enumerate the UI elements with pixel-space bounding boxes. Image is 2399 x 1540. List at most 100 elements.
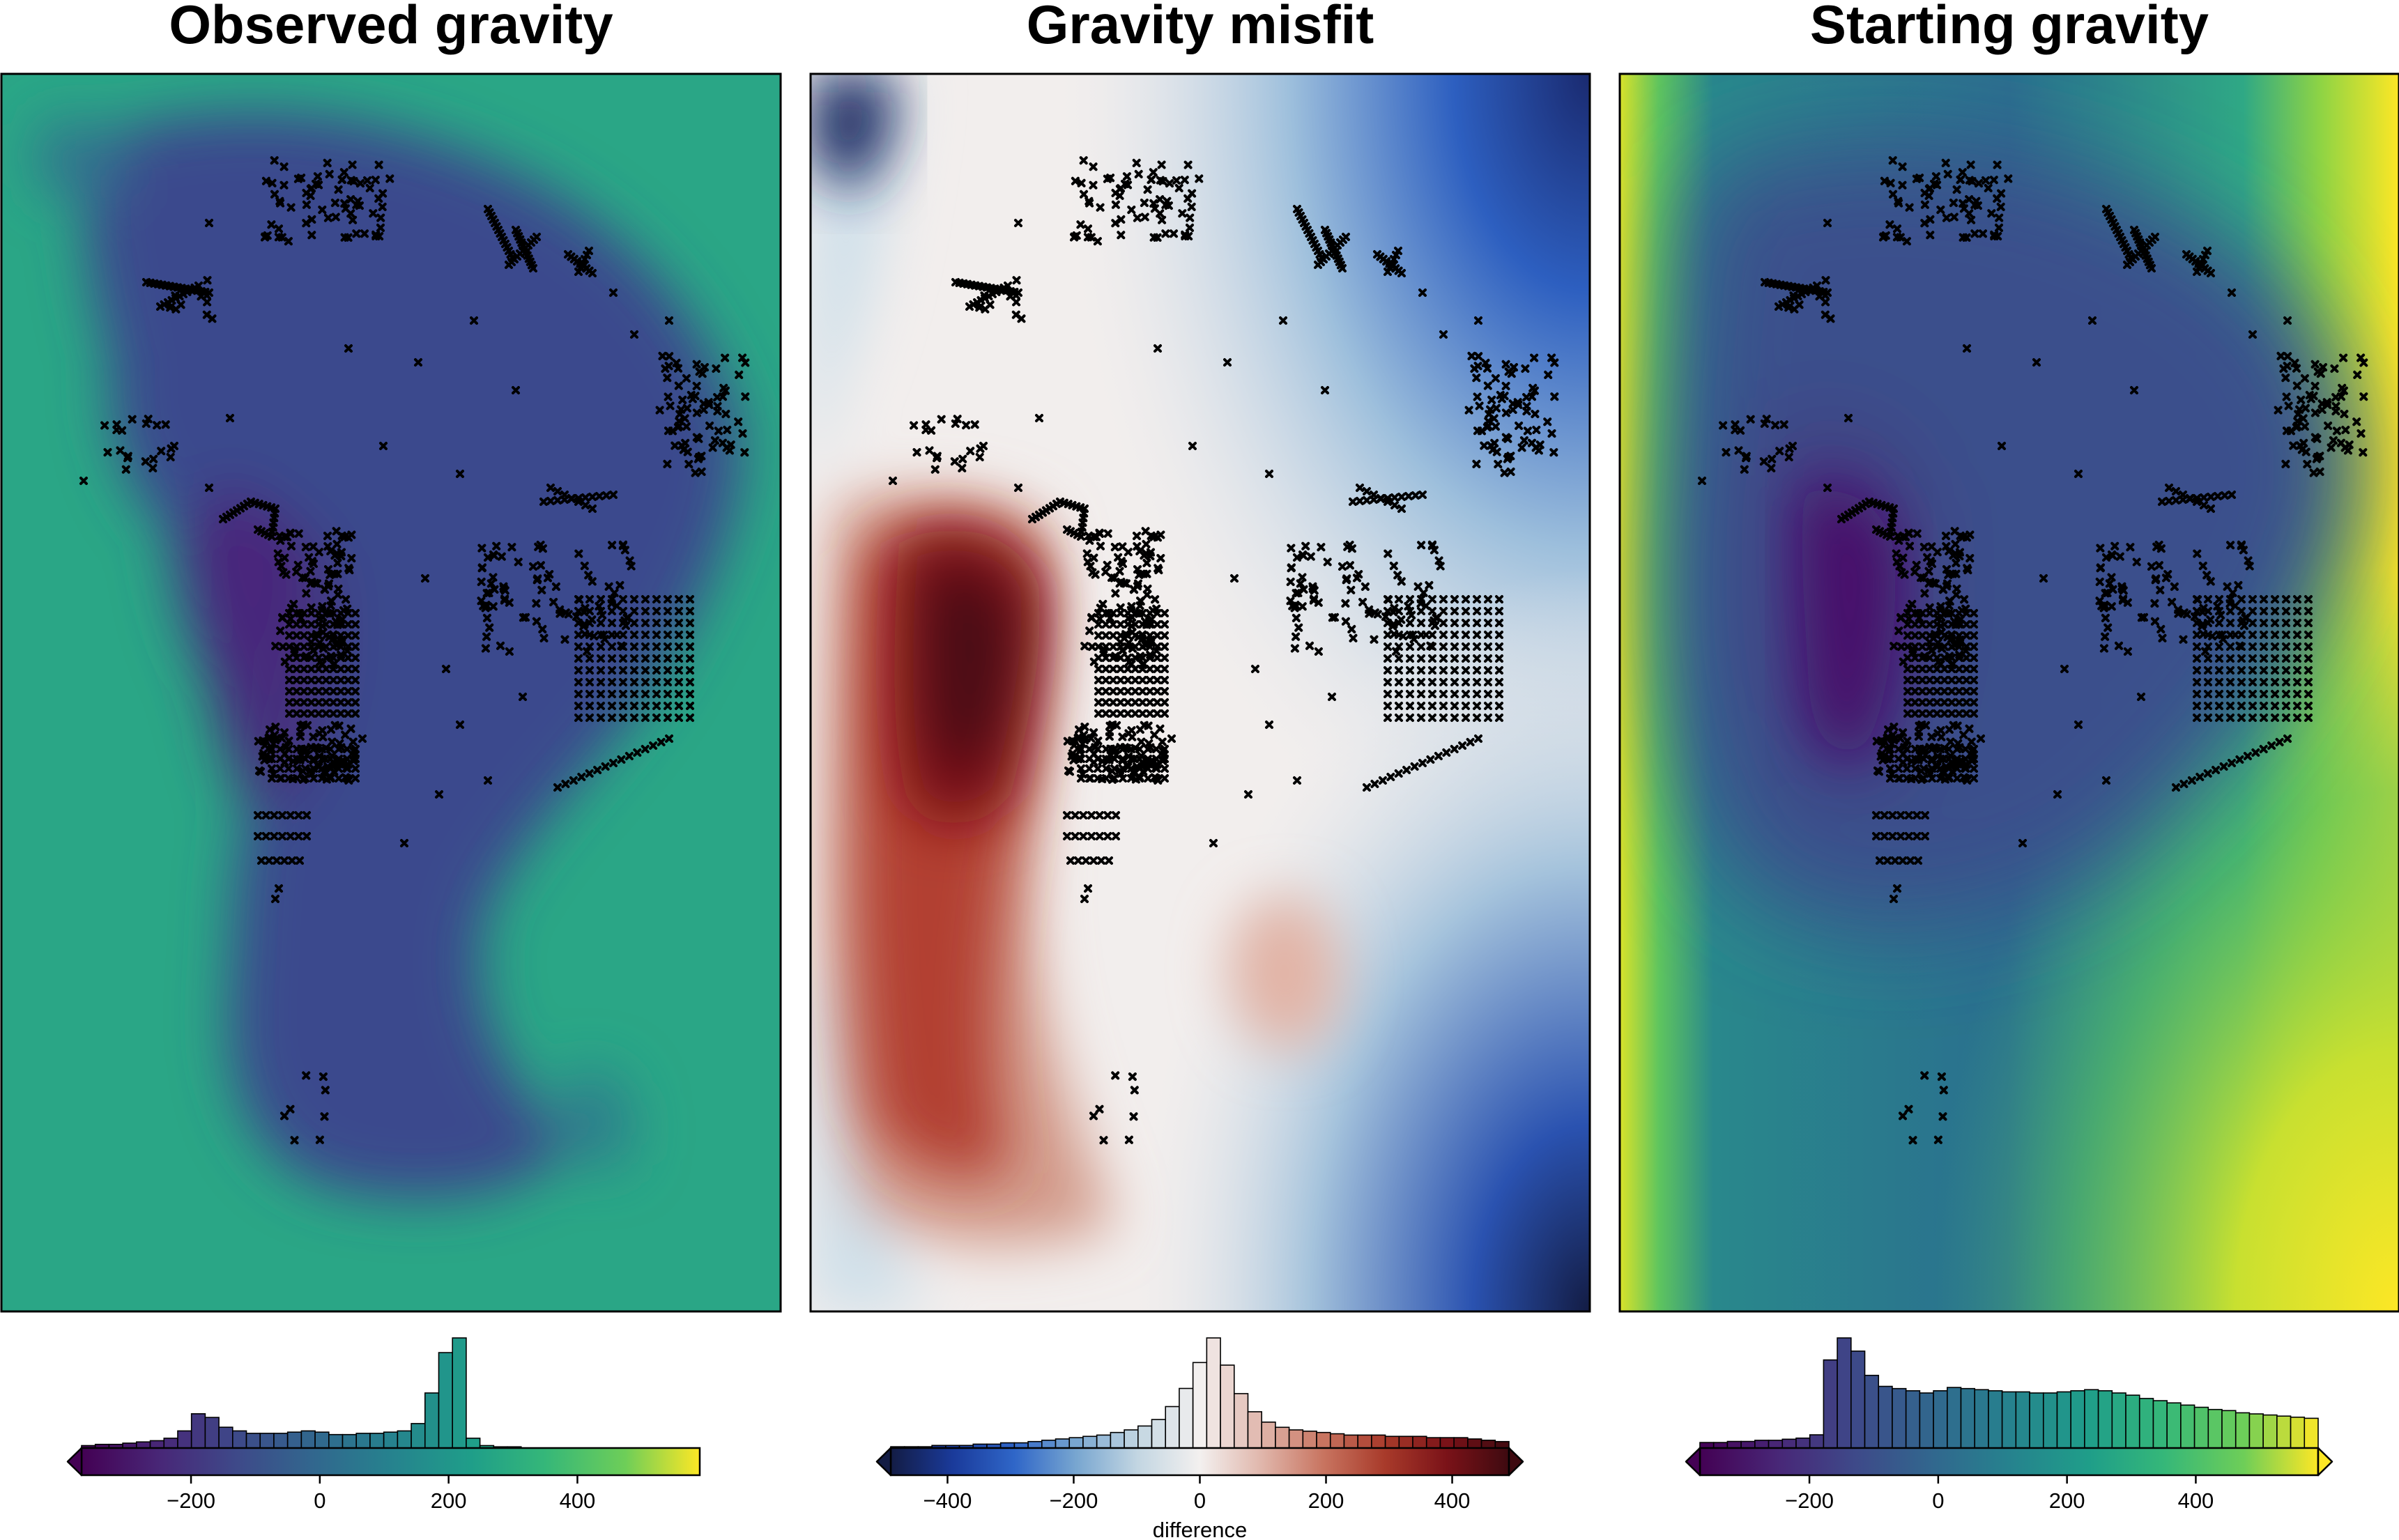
histogram-bar <box>1343 1434 1358 1449</box>
histogram-bar <box>1850 1350 1866 1449</box>
histogram-bar <box>1027 1440 1043 1449</box>
histogram-bar <box>1233 1393 1249 1449</box>
histogram-bar <box>1494 1440 1510 1449</box>
histogram-bar <box>1179 1387 1194 1449</box>
histogram-bar <box>1165 1406 1180 1449</box>
histogram-bar <box>245 1433 261 1449</box>
histogram-bar <box>136 1441 151 1449</box>
histogram-bar <box>1398 1435 1413 1449</box>
histogram-bar <box>1905 1390 1921 1449</box>
histogram-bar <box>232 1430 247 1449</box>
histogram-bar <box>1726 1440 1742 1449</box>
histogram-bar <box>1795 1437 1811 1449</box>
histogram-bar <box>273 1433 289 1449</box>
histogram-bar <box>2166 1402 2182 1449</box>
histogram-bar <box>1041 1440 1057 1449</box>
histogram-bar <box>2125 1394 2140 1449</box>
colorbar-starting: −200 0 200 400 <box>1685 1337 2333 1513</box>
histogram-bar <box>1261 1422 1276 1449</box>
histogram-bar <box>1055 1438 1071 1449</box>
histogram-bar <box>355 1433 371 1449</box>
histogram-bar <box>2111 1392 2126 1449</box>
histogram-bar <box>1947 1387 1962 1449</box>
histogram-bar <box>369 1433 385 1449</box>
histogram-bar <box>452 1337 467 1449</box>
histogram-bar <box>397 1430 412 1449</box>
histogram-bar <box>1467 1438 1482 1449</box>
histogram-bar <box>1892 1387 1907 1449</box>
histogram-bar <box>438 1352 453 1449</box>
histogram-bar <box>2070 1390 2085 1449</box>
histogram-bar <box>1919 1392 1934 1449</box>
histogram-bar <box>1096 1434 1112 1449</box>
histogram-bar <box>259 1433 275 1449</box>
right-extend-triangle <box>2317 1447 2333 1477</box>
histogram-bar <box>1275 1426 1290 1449</box>
histogram-bar <box>1425 1437 1441 1449</box>
histogram-bar <box>1192 1362 1208 1449</box>
histogram-bar <box>2001 1391 2017 1449</box>
histogram-bar <box>2276 1415 2292 1449</box>
histogram-bar <box>1110 1431 1125 1449</box>
colorbar-tick-label: −200 <box>1785 1488 1834 1513</box>
colorbar-strip <box>1699 1447 2320 1477</box>
histogram-bar <box>1781 1438 1797 1449</box>
histogram-bar <box>1823 1359 1838 1449</box>
colorbar-tick-label: 0 <box>1194 1488 1206 1513</box>
histogram-bar <box>1357 1434 1372 1449</box>
colorbar-misfit: −400 −200 0 200 400 difference <box>875 1337 1524 1540</box>
colorbar-tick-label: 0 <box>314 1488 325 1513</box>
colorbar-strip <box>80 1447 701 1477</box>
histogram-bar <box>1933 1390 1948 1449</box>
map-panel-observed: Observed gravity <box>0 0 782 1313</box>
histogram-bar <box>2029 1392 2044 1449</box>
histogram-bar <box>1974 1389 1989 1449</box>
histogram-bar <box>1412 1435 1427 1449</box>
observation-points <box>1698 156 2368 1145</box>
point-markers <box>79 156 750 1145</box>
colorbar-tick-label: −200 <box>167 1488 215 1513</box>
histogram-bar <box>177 1430 192 1449</box>
colorbar-tick-label: 400 <box>560 1488 596 1513</box>
map-panel-starting: Starting gravity <box>1618 0 2399 1313</box>
histogram-bar <box>2180 1404 2195 1449</box>
point-markers <box>889 156 1559 1145</box>
colorbar-tick-label: 200 <box>1308 1488 1344 1513</box>
observation-points <box>79 156 750 1145</box>
left-extend-triangle <box>1685 1447 1701 1477</box>
histogram-bar <box>328 1433 344 1449</box>
histogram-bar <box>1439 1437 1455 1449</box>
histogram-bar <box>383 1431 399 1449</box>
histogram-bar <box>1206 1337 1221 1449</box>
histogram-bar <box>286 1431 302 1449</box>
histogram-bar <box>1371 1434 1386 1449</box>
histogram-bar <box>1864 1374 1880 1449</box>
histogram-bar <box>1768 1440 1784 1449</box>
histogram-bar <box>1988 1390 2003 1449</box>
histogram-bar <box>1137 1425 1153 1449</box>
histogram-bar <box>2262 1414 2278 1449</box>
histogram-bar <box>2248 1413 2264 1449</box>
histogram-bar <box>2207 1408 2223 1449</box>
colorbar-tick-label: 200 <box>431 1488 467 1513</box>
histogram-bar <box>2138 1398 2154 1449</box>
colorbar-label: difference <box>1153 1518 1248 1540</box>
histogram-bar <box>190 1413 206 1449</box>
map-panel-misfit: Gravity misfit <box>809 0 1591 1313</box>
histogram-bar <box>342 1433 358 1449</box>
histogram-bar <box>1453 1437 1469 1449</box>
histogram-bar <box>314 1431 330 1449</box>
histogram-bar <box>1740 1440 1756 1449</box>
histogram-bar <box>2304 1417 2319 1449</box>
histogram-bar <box>1384 1435 1400 1449</box>
histogram-bar <box>2097 1390 2113 1449</box>
histogram-bar <box>1124 1429 1139 1449</box>
colorbar-strip <box>889 1447 1510 1477</box>
histogram-bar <box>163 1438 178 1449</box>
histogram-bar <box>1247 1411 1262 1449</box>
histogram-bar <box>218 1426 233 1449</box>
map-frame <box>809 72 1591 1313</box>
histogram-bar <box>1082 1435 1098 1449</box>
colorbar-tick-label: −200 <box>1050 1488 1098 1513</box>
